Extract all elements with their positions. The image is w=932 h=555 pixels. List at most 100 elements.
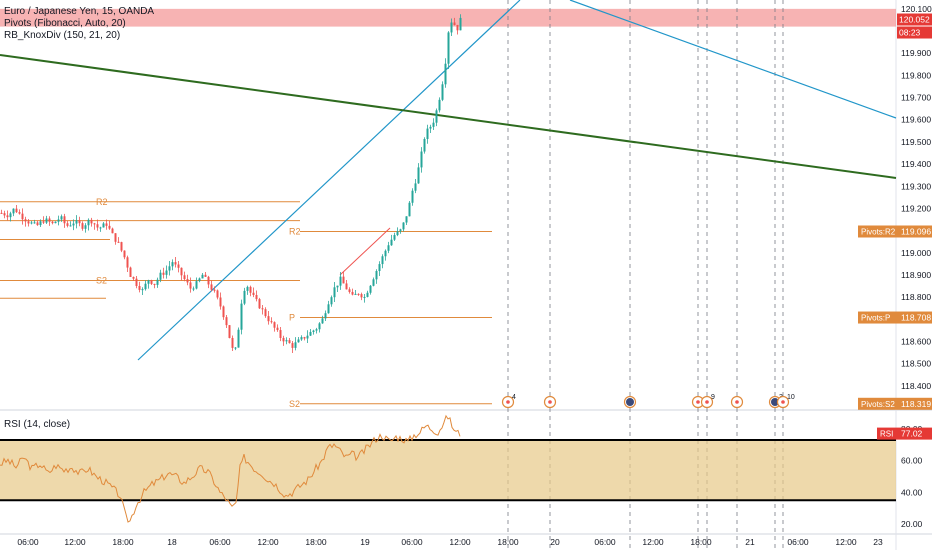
candle-body: [102, 223, 105, 228]
candle-body: [312, 330, 315, 332]
candle-body: [15, 208, 18, 213]
rsi-tick-label: 40.00: [901, 487, 923, 497]
candle-body: [117, 241, 120, 243]
candle-body: [39, 221, 42, 226]
pivot-axis-value: 118.319: [901, 399, 931, 409]
time-tick-label: 06:00: [17, 537, 39, 547]
candle-body: [96, 224, 99, 228]
candle-body: [141, 289, 144, 291]
candle-body: [45, 218, 48, 223]
downtrend-line: [569, 0, 897, 119]
candle-body: [357, 293, 360, 295]
candle-body: [33, 222, 36, 224]
candle-body: [93, 223, 96, 225]
countdown-tag: [897, 26, 932, 39]
candle-body: [378, 264, 381, 272]
candle-body: [360, 294, 363, 298]
candle-body: [48, 218, 51, 222]
rsi-legend[interactable]: RSI (14, close): [4, 419, 71, 430]
candle-body: [147, 280, 150, 284]
symbol-legend[interactable]: Euro / Japanese Yen, 15, OANDA: [4, 6, 155, 17]
pivot-axis-value: 119.096: [901, 226, 931, 236]
candle-body: [270, 321, 273, 323]
price-tick-label: 119.200: [901, 203, 931, 213]
candle-body: [75, 220, 78, 224]
candle-body: [276, 327, 279, 331]
pivot-axis-tag: [858, 225, 932, 238]
price-tick-label: 118.600: [901, 336, 931, 346]
candle-body: [246, 286, 249, 291]
candle-body: [222, 306, 225, 318]
candle-body: [267, 316, 270, 322]
candle-body: [381, 256, 384, 265]
candle-body: [309, 331, 312, 336]
candle-body: [144, 283, 147, 290]
candle-body: [423, 138, 426, 152]
pivots-legend[interactable]: Pivots (Fibonacci, Auto, 20): [4, 18, 126, 29]
event-marker-dot: [781, 400, 785, 404]
candle-body: [300, 337, 303, 340]
price-tick-label: 118.400: [901, 381, 931, 391]
candle-body: [456, 24, 459, 31]
time-tick-label: 12:00: [257, 537, 279, 547]
candle-body: [135, 278, 138, 286]
rsi-badge-value: 77.02: [901, 429, 923, 439]
time-tick-label: 06:00: [594, 537, 616, 547]
candle-body: [366, 292, 369, 297]
candle-body: [285, 340, 288, 342]
candle-body: [384, 250, 387, 257]
event-marker-count: 9: [711, 394, 715, 401]
candle-body: [21, 213, 24, 220]
candle-body: [459, 17, 462, 31]
candle-body: [213, 289, 216, 291]
event-marker-dot: [705, 400, 709, 404]
candle-body: [24, 219, 27, 222]
candle-body: [69, 225, 72, 227]
candle-body: [42, 221, 45, 223]
candle-body: [417, 167, 420, 184]
candle-body: [387, 245, 390, 251]
green-trend-line: [0, 54, 897, 179]
knoxdiv-legend[interactable]: RB_KnoxDiv (150, 21, 20): [4, 30, 121, 41]
candle-body: [402, 222, 405, 230]
candle-body: [363, 296, 366, 298]
time-tick-label: 18:00: [690, 537, 712, 547]
candle-body: [336, 285, 339, 288]
candle-body: [207, 276, 210, 285]
time-tick-label: 20: [550, 537, 560, 547]
candle-body: [306, 335, 309, 339]
candle-body: [420, 151, 423, 168]
pivot-label-left: R2: [96, 197, 108, 207]
divergence-line: [339, 227, 391, 276]
candle-body: [150, 280, 153, 284]
candle-body: [27, 221, 30, 224]
event-marker-count: 4: [512, 394, 516, 401]
candle-body: [405, 216, 408, 223]
candle-body: [441, 84, 444, 100]
candle-body: [390, 239, 393, 246]
candle-body: [78, 220, 81, 224]
pivot-axis-name: Pivots:S2: [861, 400, 895, 409]
pivot-label-right: R2: [289, 226, 301, 236]
time-tick-label: 12:00: [64, 537, 86, 547]
candle-body: [60, 216, 63, 220]
time-tick-label: 18: [167, 537, 177, 547]
candle-body: [126, 257, 129, 268]
candle-body: [87, 219, 90, 226]
candle-body: [30, 222, 33, 224]
candle-body: [156, 279, 159, 285]
candle-body: [105, 223, 108, 226]
candle-body: [9, 213, 12, 218]
candle-body: [393, 235, 396, 240]
time-tick-label: 18:00: [497, 537, 519, 547]
candle-body: [159, 272, 162, 280]
candle-body: [66, 223, 69, 226]
candle-body: [288, 340, 291, 344]
candle-body: [414, 183, 417, 191]
price-tick-label: 119.400: [901, 159, 931, 169]
candle-body: [243, 290, 246, 304]
candle-body: [108, 225, 111, 229]
candle-body: [153, 283, 156, 285]
